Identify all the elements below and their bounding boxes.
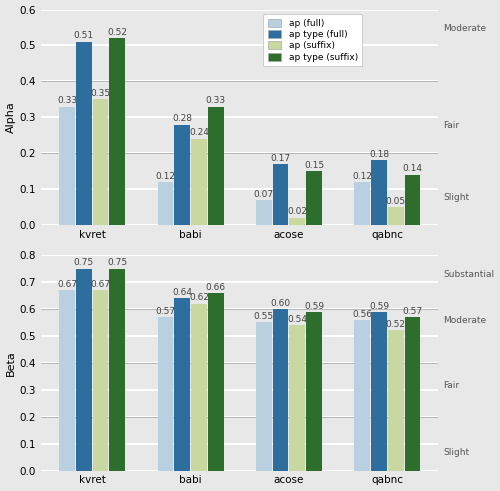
Bar <box>256 200 272 225</box>
Y-axis label: Alpha: Alpha <box>6 102 16 133</box>
Text: 0.05: 0.05 <box>386 197 406 206</box>
Text: 0.64: 0.64 <box>172 288 192 297</box>
Legend: ap (full), ap type (full), ap (suffix), ap type (suffix): ap (full), ap type (full), ap (suffix), … <box>264 14 362 66</box>
Bar <box>59 107 75 225</box>
Text: 0.52: 0.52 <box>107 28 127 37</box>
Text: 0.54: 0.54 <box>288 315 308 324</box>
Bar <box>256 323 272 470</box>
Text: 0.67: 0.67 <box>90 280 110 289</box>
Bar <box>110 269 125 470</box>
Bar <box>388 207 404 225</box>
Bar <box>158 182 174 225</box>
Text: 0.33: 0.33 <box>206 96 226 105</box>
Bar <box>290 218 305 225</box>
Bar <box>404 175 420 225</box>
Bar <box>290 325 305 470</box>
Bar <box>371 312 387 470</box>
Bar <box>92 99 108 225</box>
Bar <box>208 107 224 225</box>
Text: 0.60: 0.60 <box>270 299 290 308</box>
Bar <box>110 38 125 225</box>
Text: 0.28: 0.28 <box>172 114 192 123</box>
Bar <box>158 317 174 470</box>
Y-axis label: Beta: Beta <box>6 350 16 376</box>
Bar <box>354 182 370 225</box>
Text: 0.51: 0.51 <box>74 31 94 40</box>
Bar <box>76 42 92 225</box>
Text: 0.15: 0.15 <box>304 161 324 170</box>
Text: 0.75: 0.75 <box>74 258 94 268</box>
Text: 0.52: 0.52 <box>386 321 406 329</box>
Text: 0.59: 0.59 <box>369 301 389 310</box>
Bar <box>208 293 224 470</box>
Bar <box>354 320 370 470</box>
Bar <box>59 290 75 470</box>
Text: 0.24: 0.24 <box>189 129 209 137</box>
Bar <box>92 290 108 470</box>
Text: 0.17: 0.17 <box>270 154 290 163</box>
Text: 0.66: 0.66 <box>206 283 226 292</box>
Text: 0.57: 0.57 <box>402 307 422 316</box>
Bar <box>76 269 92 470</box>
Bar <box>174 125 190 225</box>
Text: 0.67: 0.67 <box>57 280 77 289</box>
Text: 0.12: 0.12 <box>352 171 372 181</box>
Bar <box>371 161 387 225</box>
Text: 0.56: 0.56 <box>352 310 372 319</box>
Text: 0.07: 0.07 <box>254 190 274 198</box>
Bar <box>306 171 322 225</box>
Text: 0.55: 0.55 <box>254 312 274 321</box>
Text: 0.02: 0.02 <box>288 208 308 217</box>
Text: 0.12: 0.12 <box>156 171 176 181</box>
Text: 0.62: 0.62 <box>189 294 209 302</box>
Text: 0.18: 0.18 <box>369 150 389 159</box>
Bar <box>306 312 322 470</box>
Text: 0.57: 0.57 <box>156 307 176 316</box>
Bar <box>404 317 420 470</box>
Bar <box>174 298 190 470</box>
Bar <box>191 139 207 225</box>
Bar <box>272 164 288 225</box>
Text: 0.59: 0.59 <box>304 301 324 310</box>
Bar <box>191 303 207 470</box>
Bar <box>272 309 288 470</box>
Bar <box>388 330 404 470</box>
Text: 0.35: 0.35 <box>90 89 110 98</box>
Text: 0.14: 0.14 <box>402 164 422 173</box>
Text: 0.33: 0.33 <box>57 96 77 105</box>
Text: 0.75: 0.75 <box>107 258 128 268</box>
